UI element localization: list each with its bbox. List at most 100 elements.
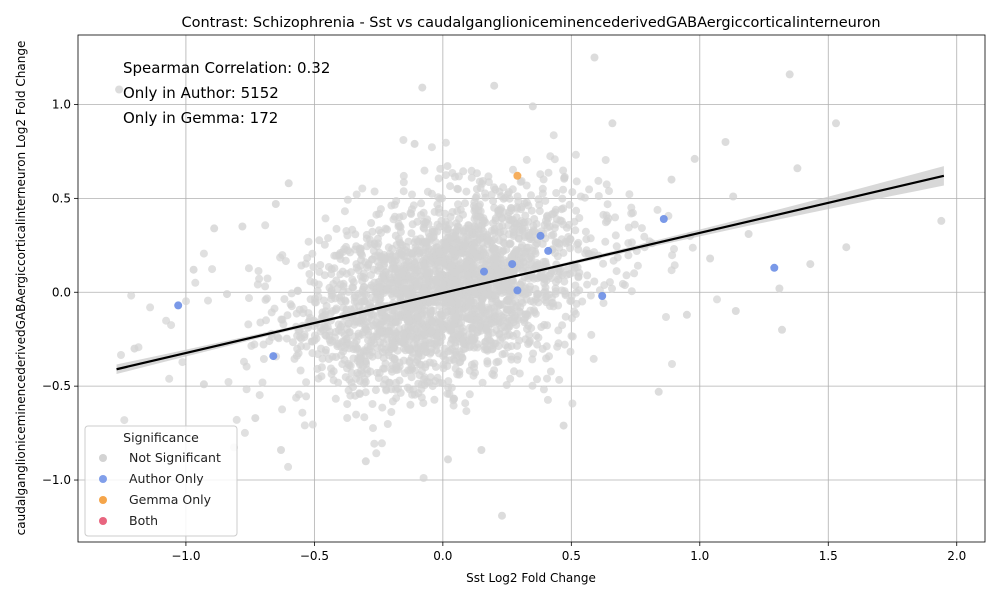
point-not-significant	[369, 424, 377, 433]
point-not-significant	[778, 325, 786, 334]
y-tick-label: 0.5	[52, 191, 71, 205]
point-not-significant	[398, 247, 406, 256]
point-not-significant	[490, 253, 499, 262]
point-not-significant	[559, 185, 568, 194]
point-not-significant	[244, 320, 253, 329]
point-not-significant	[443, 362, 452, 371]
point-not-significant	[390, 257, 399, 266]
point-not-significant	[599, 210, 608, 219]
point-not-significant	[199, 380, 208, 389]
point-not-significant	[574, 245, 583, 254]
point-not-significant	[587, 330, 596, 339]
point-not-significant	[605, 278, 614, 287]
point-not-significant	[481, 250, 490, 259]
point-not-significant	[567, 314, 576, 323]
chart-title: Contrast: Schizophrenia - Sst vs caudalg…	[181, 15, 880, 31]
point-not-significant	[283, 311, 292, 320]
point-not-significant	[455, 299, 464, 308]
point-not-significant	[553, 342, 562, 351]
point-not-significant	[359, 328, 368, 337]
point-not-significant	[343, 231, 352, 240]
point-not-significant	[391, 265, 400, 274]
point-not-significant	[397, 338, 406, 347]
point-not-significant	[533, 340, 542, 349]
point-not-significant	[355, 354, 364, 363]
point-not-significant	[498, 247, 507, 256]
point-not-significant	[502, 381, 511, 389]
point-not-significant	[540, 273, 548, 282]
point-not-significant	[405, 385, 414, 394]
point-not-significant	[545, 352, 553, 361]
point-not-significant	[362, 234, 371, 243]
point-not-significant	[417, 385, 426, 393]
point-not-significant	[371, 386, 380, 395]
point-not-significant	[441, 356, 450, 364]
point-not-significant	[399, 212, 408, 221]
point-not-significant	[464, 303, 473, 311]
point-not-significant	[611, 231, 620, 240]
plot-frame	[77, 34, 986, 543]
point-not-significant	[552, 278, 560, 287]
point-not-significant	[374, 374, 383, 382]
point-not-significant	[417, 199, 426, 208]
point-not-significant	[529, 349, 538, 358]
point-not-significant	[530, 215, 539, 223]
point-not-significant	[345, 375, 354, 384]
point-not-significant	[432, 277, 441, 286]
point-not-significant	[512, 220, 521, 229]
point-not-significant	[454, 330, 462, 339]
point-not-significant	[475, 228, 484, 237]
point-not-significant	[444, 455, 452, 464]
point-not-significant	[404, 323, 412, 332]
point-not-significant	[525, 330, 534, 339]
point-not-significant	[292, 393, 301, 402]
point-not-significant	[120, 416, 129, 425]
point-not-significant	[534, 298, 543, 307]
point-not-significant	[299, 309, 308, 318]
point-not-significant	[351, 391, 360, 400]
point-not-significant	[426, 349, 435, 358]
point-not-significant	[294, 327, 303, 336]
point-not-significant	[561, 289, 570, 298]
point-not-significant	[394, 222, 403, 231]
annotation-spearman: Spearman Correlation: 0.32	[123, 59, 330, 77]
point-not-significant	[319, 325, 328, 334]
point-not-significant	[284, 179, 293, 188]
point-not-significant	[721, 138, 730, 146]
point-not-significant	[457, 318, 466, 327]
point-not-significant	[601, 237, 610, 246]
point-not-significant	[456, 249, 465, 258]
point-not-significant	[513, 355, 522, 364]
point-not-significant	[557, 217, 566, 226]
annotation-author-only: Only in Author: 5152	[123, 84, 279, 102]
point-not-significant	[526, 297, 535, 306]
point-not-significant	[418, 83, 427, 92]
point-not-significant	[559, 421, 568, 430]
point-not-significant	[561, 312, 570, 321]
point-not-significant	[608, 284, 616, 293]
point-not-significant	[507, 352, 516, 361]
point-not-significant	[554, 271, 563, 280]
point-not-significant	[477, 303, 486, 312]
x-tick-label: −0.5	[300, 549, 329, 563]
point-not-significant	[334, 378, 343, 387]
point-not-significant	[521, 224, 529, 233]
point-not-significant	[612, 267, 621, 276]
point-not-significant	[443, 162, 452, 171]
point-not-significant	[312, 298, 320, 307]
point-not-significant	[373, 266, 382, 275]
point-not-significant	[263, 274, 272, 283]
point-not-significant	[361, 457, 370, 466]
point-not-significant	[445, 390, 454, 398]
point-not-significant	[300, 421, 309, 430]
point-not-significant	[446, 325, 455, 334]
point-not-significant	[370, 439, 379, 448]
point-not-significant	[667, 266, 676, 275]
point-not-significant	[337, 327, 346, 336]
point-not-significant	[307, 337, 316, 346]
point-not-significant	[599, 259, 608, 268]
point-not-significant	[443, 319, 452, 328]
point-not-significant	[423, 247, 432, 256]
point-not-significant	[518, 241, 527, 250]
point-not-significant	[462, 263, 471, 272]
